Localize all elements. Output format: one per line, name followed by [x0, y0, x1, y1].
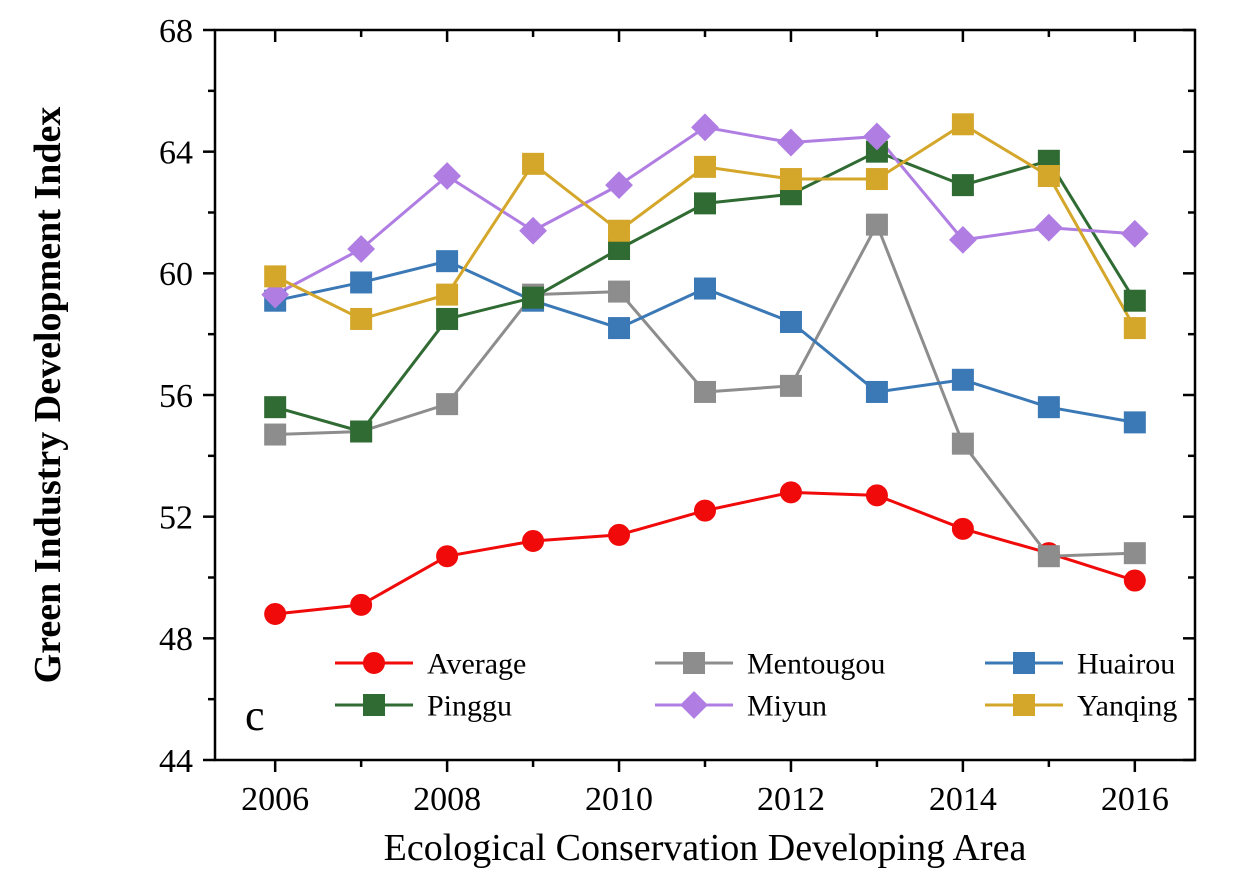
legend-label-mentougou: Mentougou [747, 648, 885, 681]
series-marker-average [695, 501, 715, 521]
series-marker-yanqing [351, 309, 371, 329]
series-marker-average [351, 595, 371, 615]
series-marker-mentougou [1039, 546, 1059, 566]
panel-label: c [245, 691, 265, 740]
x-tick-label: 2016 [1101, 781, 1169, 818]
series-marker-mentougou [437, 394, 457, 414]
series-marker-average [265, 604, 285, 624]
series-marker-huairou [953, 370, 973, 390]
series-marker-huairou [1125, 412, 1145, 432]
series-marker-huairou [1039, 397, 1059, 417]
series-marker-average [867, 485, 887, 505]
y-tick-label: 60 [159, 256, 193, 293]
y-tick-label: 68 [159, 13, 193, 50]
series-marker-pinggu [437, 309, 457, 329]
series-marker-pinggu [609, 239, 629, 259]
series-marker-pinggu [523, 288, 543, 308]
x-tick-label: 2012 [757, 781, 825, 818]
y-axis-label: Green Industry Development Index [27, 107, 69, 684]
line-chart: 2006 2008 2010 2012 2014 2016 44 48 52 56 60 64 68 Ec… [0, 0, 1240, 872]
series-marker-mentougou [781, 376, 801, 396]
legend-label-yanqing: Yanqing [1077, 690, 1177, 723]
y-tick-label: 44 [159, 743, 193, 780]
series-marker-yanqing [953, 114, 973, 134]
series-marker-pinggu [351, 422, 371, 442]
series-marker-average [781, 482, 801, 502]
series-marker-huairou [351, 272, 371, 292]
y-tick-label: 48 [159, 621, 193, 658]
series-marker-yanqing [265, 266, 285, 286]
series-marker-mentougou [695, 382, 715, 402]
series-marker-yanqing [609, 221, 629, 241]
series-marker-huairou [609, 318, 629, 338]
series-marker-mentougou [265, 425, 285, 445]
series-marker-average [523, 531, 543, 551]
series-marker-yanqing [781, 169, 801, 189]
series-marker-average [609, 525, 629, 545]
series-marker-huairou [781, 312, 801, 332]
x-tick-label: 2010 [585, 781, 653, 818]
series-marker-huairou [867, 382, 887, 402]
x-tick-label: 2008 [413, 781, 481, 818]
series-marker-yanqing [695, 157, 715, 177]
legend-label-pinggu: Pinggu [427, 690, 512, 723]
series-marker-pinggu [1125, 291, 1145, 311]
series-marker-mentougou [953, 434, 973, 454]
legend-label-huairou: Huairou [1077, 648, 1175, 681]
series-marker-mentougou [609, 282, 629, 302]
legend-label-average: Average [427, 648, 526, 681]
series-marker-yanqing [437, 285, 457, 305]
series-marker-yanqing [867, 169, 887, 189]
series-marker-mentougou [867, 215, 887, 235]
series-marker-pinggu [953, 175, 973, 195]
y-tick-label: 52 [159, 500, 193, 537]
series-marker-yanqing [1039, 166, 1059, 186]
legend-label-miyun: Miyun [747, 690, 827, 723]
y-tick-label: 64 [159, 135, 193, 172]
x-tick-label: 2014 [929, 781, 997, 818]
series-marker-yanqing [1125, 318, 1145, 338]
x-tick-label: 2006 [241, 781, 309, 818]
series-marker-huairou [695, 279, 715, 299]
series-marker-average [437, 546, 457, 566]
series-marker-mentougou [1125, 543, 1145, 563]
series-marker-huairou [437, 251, 457, 271]
x-axis-label: Ecological Conservation Developing Area [384, 827, 1027, 869]
series-marker-average [953, 519, 973, 539]
series-marker-pinggu [265, 397, 285, 417]
series-marker-yanqing [523, 154, 543, 174]
y-tick-label: 56 [159, 378, 193, 415]
series-marker-average [1125, 571, 1145, 591]
series-marker-pinggu [695, 193, 715, 213]
